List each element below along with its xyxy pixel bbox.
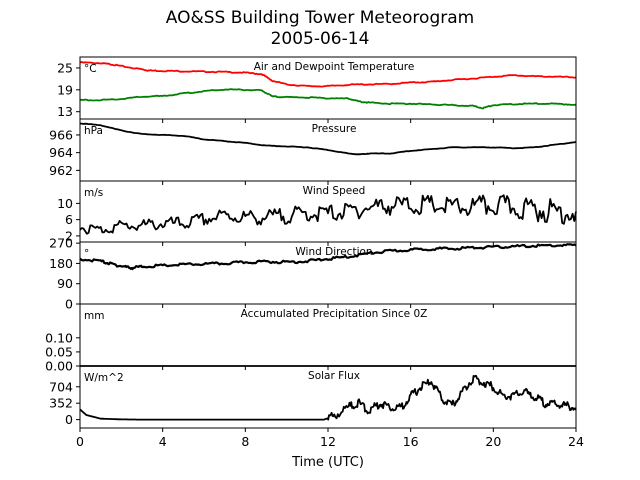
y-tick-label: 0.00 xyxy=(45,359,73,374)
y-tick-label: 19 xyxy=(57,82,73,97)
y-tick-label: 2 xyxy=(65,228,73,243)
unit-label: ° xyxy=(84,248,89,260)
panel-title: Wind Direction xyxy=(295,246,372,258)
y-tick-label: 0 xyxy=(65,297,73,312)
unit-label: °C xyxy=(84,63,97,75)
panel-title: Pressure xyxy=(312,123,357,135)
unit-label: m/s xyxy=(84,187,103,199)
y-tick-label: 0 xyxy=(65,412,73,427)
x-axis-label: Time (UTC) xyxy=(291,455,364,470)
unit-label: hPa xyxy=(84,125,103,137)
x-tick-label: 4 xyxy=(159,434,167,449)
y-tick-label: 352 xyxy=(49,396,73,411)
y-tick-label: 6 xyxy=(65,212,73,227)
panel-title: Wind Speed xyxy=(303,185,366,197)
x-tick-label: 16 xyxy=(403,434,419,449)
y-tick-label: 0.10 xyxy=(45,330,73,345)
y-tick-label: 90 xyxy=(57,276,73,291)
unit-label: W/m^2 xyxy=(84,372,124,384)
series-line xyxy=(79,122,577,156)
x-tick-label: 20 xyxy=(485,434,501,449)
y-tick-label: 704 xyxy=(49,379,73,394)
y-tick-label: 964 xyxy=(49,145,73,160)
panel-title: Accumulated Precipitation Since 0Z xyxy=(241,308,428,320)
x-tick-label: 24 xyxy=(568,434,584,449)
y-tick-label: 180 xyxy=(49,256,73,271)
y-tick-label: 962 xyxy=(49,163,73,178)
unit-label: mm xyxy=(84,310,104,322)
x-tick-label: 0 xyxy=(76,434,84,449)
y-tick-label: 270 xyxy=(49,236,73,251)
series-line xyxy=(79,374,577,421)
series-line xyxy=(79,61,577,88)
y-tick-label: 10 xyxy=(57,196,73,211)
y-tick-label: 0.05 xyxy=(45,344,73,359)
panel-title: Solar Flux xyxy=(308,370,360,382)
panel-title: Air and Dewpoint Temperature xyxy=(254,61,415,73)
x-tick-label: 12 xyxy=(320,434,336,449)
x-tick-label: 8 xyxy=(241,434,249,449)
series-line xyxy=(80,88,576,110)
series-line xyxy=(79,194,577,235)
figure-title: AO&SS Building Tower Meteorogram xyxy=(165,8,475,28)
y-tick-label: 13 xyxy=(57,104,73,119)
y-tick-label: 966 xyxy=(49,127,73,142)
series-line xyxy=(79,243,577,271)
figure-subtitle: 2005-06-14 xyxy=(270,29,370,49)
y-tick-label: 25 xyxy=(57,60,73,75)
